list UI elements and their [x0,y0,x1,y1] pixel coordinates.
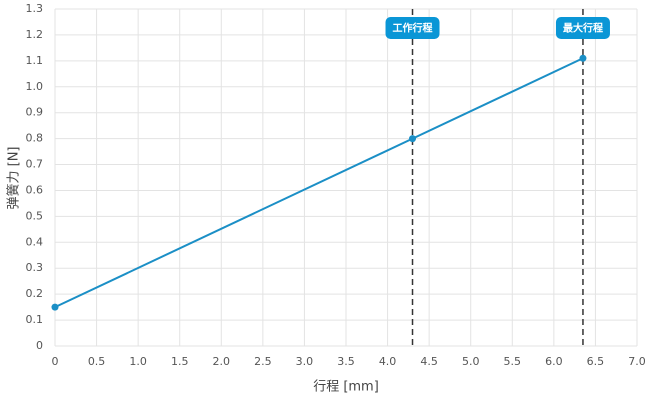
x-tick-label: 3.0 [296,355,314,368]
annotation-label: 工作行程 [393,22,433,35]
annotation-label: 最大行程 [563,22,603,35]
y-tick-label: 0.9 [26,106,44,119]
data-point [409,135,417,143]
x-tick-label: 1.0 [129,355,147,368]
data-point [579,54,587,62]
y-tick-label: 1.1 [26,54,44,67]
x-tick-label: 0.5 [88,355,106,368]
x-tick-label: 5.5 [504,355,522,368]
annotation-box [555,17,610,39]
x-tick-label: 1.5 [171,355,189,368]
x-tick-label: 2.5 [254,355,272,368]
data-point [51,303,59,311]
x-tick-label: 3.5 [337,355,355,368]
annotation-box [385,17,440,39]
y-tick-label: 0.8 [26,132,44,145]
y-tick-label: 1.3 [26,2,44,15]
series-line [54,57,584,309]
y-tick-label: 0.3 [26,261,44,274]
y-tick-label: 0.2 [26,287,44,300]
y-tick-label: 0.7 [26,158,44,171]
x-tick-label: 5.0 [462,355,480,368]
y-tick-label: 1.2 [26,28,44,41]
y-tick-label: 1.0 [26,80,44,93]
x-tick-label: 2.0 [213,355,231,368]
y-tick-label: 0.6 [26,183,44,196]
y-tick-label: 0.5 [26,209,44,222]
x-tick-label: 0 [52,355,59,368]
y-axis-label: 弹簧力 [N] [6,146,22,209]
y-tick-label: 0.4 [26,235,44,248]
x-axis-label: 行程 [mm] [313,380,379,395]
x-tick-label: 6.5 [587,355,605,368]
y-tick-label: 0 [36,339,43,352]
x-tick-label: 4.0 [379,355,397,368]
x-tick-label: 6.0 [545,355,563,368]
x-tick-label: 4.5 [420,355,438,368]
y-tick-label: 0.1 [26,313,44,326]
x-tick-label: 7.0 [628,355,646,368]
